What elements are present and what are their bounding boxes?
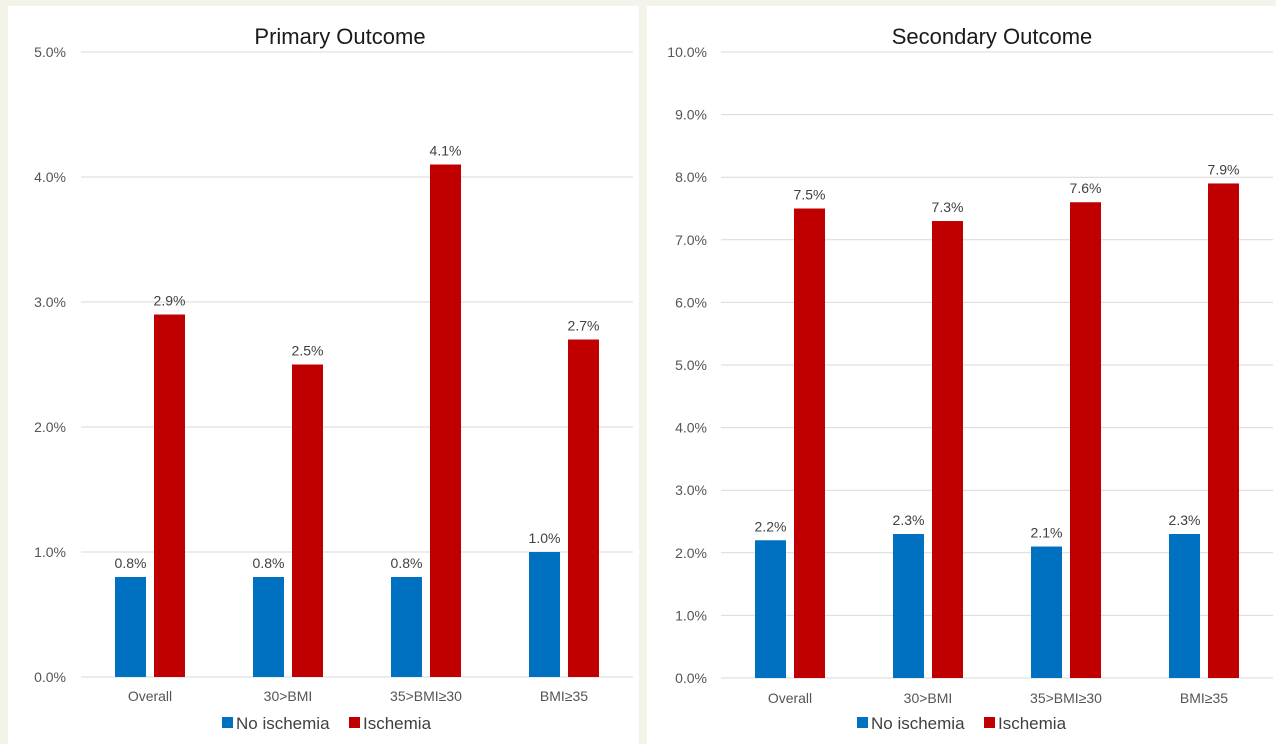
secondary-outcome-chart: Secondary Outcome 0.0% 1.0% 2.0% 3.0% 4.0% 5.0… xyxy=(667,24,1273,733)
secondary-data-label: 7.5% xyxy=(794,187,826,203)
secondary-chart-title: Secondary Outcome xyxy=(892,24,1093,49)
primary-bar-no-ischemia xyxy=(391,577,422,677)
secondary-category-label: 35>BMI≥30 xyxy=(1030,690,1102,706)
primary-data-label: 4.1% xyxy=(430,143,462,159)
primary-y-tick-label: 0.0% xyxy=(34,669,66,685)
primary-bar-no-ischemia xyxy=(529,552,560,677)
secondary-y-tick-label: 8.0% xyxy=(675,169,707,185)
primary-y-tick-label: 4.0% xyxy=(34,169,66,185)
primary-data-label: 1.0% xyxy=(529,530,561,546)
secondary-data-label: 2.3% xyxy=(1169,512,1201,528)
secondary-y-tick-label: 4.0% xyxy=(675,420,707,436)
secondary-data-label: 7.6% xyxy=(1070,180,1102,196)
secondary-legend-swatch-no-ischemia xyxy=(857,717,868,728)
secondary-data-label: 7.9% xyxy=(1208,161,1240,177)
primary-data-label: 0.8% xyxy=(115,555,147,571)
primary-y-tick-label: 3.0% xyxy=(34,294,66,310)
secondary-bar-ischemia xyxy=(932,221,963,678)
primary-category-label: Overall xyxy=(128,688,172,704)
secondary-y-tick-label: 3.0% xyxy=(675,482,707,498)
primary-bar-no-ischemia xyxy=(253,577,284,677)
secondary-y-tick-label: 0.0% xyxy=(675,670,707,686)
secondary-bar-ischemia xyxy=(794,208,825,678)
secondary-y-tick-label: 6.0% xyxy=(675,294,707,310)
secondary-bar-no-ischemia xyxy=(1031,546,1062,678)
primary-outcome-panel: Primary Outcome 0.0% 1.0% 2.0% 3.0% 4.0% 5.0% 0… xyxy=(8,6,639,744)
primary-data-label: 0.8% xyxy=(253,555,285,571)
secondary-bar-ischemia xyxy=(1208,183,1239,678)
primary-category-label: BMI≥35 xyxy=(540,688,588,704)
primary-category-label: 35>BMI≥30 xyxy=(390,688,462,704)
primary-bar-ischemia xyxy=(292,364,323,677)
secondary-data-label: 2.1% xyxy=(1031,525,1063,541)
primary-outcome-chart: Primary Outcome 0.0% 1.0% 2.0% 3.0% 4.0% 5.0% 0… xyxy=(34,24,633,733)
secondary-outcome-panel: Secondary Outcome 0.0% 1.0% 2.0% 3.0% 4.0% 5.0… xyxy=(647,6,1276,744)
primary-y-tick-label: 1.0% xyxy=(34,544,66,560)
secondary-data-label: 2.3% xyxy=(893,512,925,528)
primary-bar-ischemia xyxy=(568,339,599,677)
primary-data-label: 0.8% xyxy=(391,555,423,571)
secondary-y-tick-label: 9.0% xyxy=(675,107,707,123)
primary-y-tick-label: 5.0% xyxy=(34,44,66,60)
primary-bar-ischemia xyxy=(430,164,461,677)
secondary-data-label: 2.2% xyxy=(755,518,787,534)
secondary-y-tick-label: 2.0% xyxy=(675,545,707,561)
secondary-y-tick-label: 1.0% xyxy=(675,607,707,623)
primary-y-tick-label: 2.0% xyxy=(34,419,66,435)
secondary-bar-no-ischemia xyxy=(893,534,924,678)
secondary-bar-ischemia xyxy=(1070,202,1101,679)
secondary-y-tick-label: 10.0% xyxy=(667,44,707,60)
secondary-legend-swatch-ischemia xyxy=(984,717,995,728)
primary-data-label: 2.9% xyxy=(154,293,186,309)
secondary-y-tick-label: 7.0% xyxy=(675,232,707,248)
secondary-category-label: Overall xyxy=(768,690,812,706)
primary-category-label: 30>BMI xyxy=(264,688,313,704)
secondary-y-tick-label: 5.0% xyxy=(675,357,707,373)
secondary-category-label: BMI≥35 xyxy=(1180,690,1228,706)
primary-legend-swatch-ischemia xyxy=(349,717,360,728)
primary-chart-title: Primary Outcome xyxy=(254,24,425,49)
primary-data-label: 2.7% xyxy=(568,318,600,334)
secondary-data-label: 7.3% xyxy=(932,199,964,215)
primary-legend-label: Ischemia xyxy=(363,714,432,733)
secondary-legend-label: No ischemia xyxy=(871,714,965,733)
secondary-legend-label: Ischemia xyxy=(998,714,1067,733)
primary-legend-label: No ischemia xyxy=(236,714,330,733)
primary-data-label: 2.5% xyxy=(292,343,324,359)
primary-legend-swatch-no-ischemia xyxy=(222,717,233,728)
primary-bar-ischemia xyxy=(154,314,185,677)
secondary-bar-no-ischemia xyxy=(1169,534,1200,678)
secondary-bar-no-ischemia xyxy=(755,540,786,678)
secondary-category-label: 30>BMI xyxy=(904,690,953,706)
primary-bar-no-ischemia xyxy=(115,577,146,677)
